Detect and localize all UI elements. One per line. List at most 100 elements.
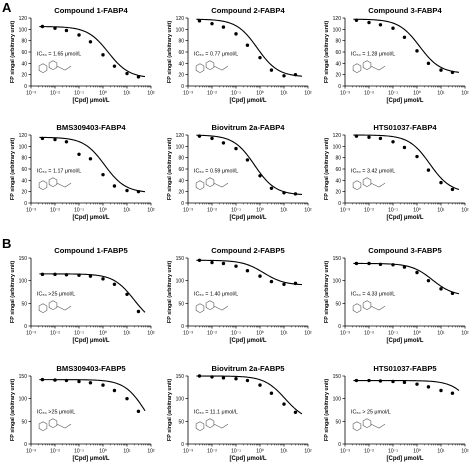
y-tick-label: 60: [178, 50, 184, 56]
y-tick-label: 150: [19, 374, 28, 380]
data-point: [136, 75, 141, 79]
x-tick-label: 10⁰: [256, 91, 264, 97]
data-point: [426, 278, 431, 283]
structure-sketch: [195, 177, 229, 191]
structure-sketch: [38, 418, 72, 432]
x-tick-label: 10⁻¹: [388, 331, 398, 337]
y-tick-label: 0: [181, 324, 184, 330]
data-point: [197, 374, 202, 378]
structure-bond: [64, 305, 72, 311]
structure-bond: [64, 65, 72, 71]
x-tick-label: 10⁻²: [364, 208, 374, 214]
data-point: [354, 378, 359, 383]
data-point: [354, 18, 359, 22]
data-point: [77, 273, 81, 277]
ic50-label: IC₅₀ = 0.77 μmol/L: [194, 51, 238, 57]
x-tick-label: 10⁻³: [26, 208, 36, 214]
structure-sketch: [195, 60, 229, 74]
chart-title: HTS01037-FABP4: [373, 123, 437, 132]
structure-ring: [38, 303, 48, 314]
x-tick-label: 10⁰: [413, 91, 421, 97]
x-axis-label: [Cpd] μmol/L: [73, 98, 110, 104]
x-tick-label: 10¹: [437, 208, 445, 214]
chart-panel-5: Biovitrum 2a-FABP4 0 20 40 60 80 100 120 10⁻³ 10⁻…: [167, 123, 312, 221]
y-tick-label: 0: [338, 442, 341, 448]
x-axis-label: [Cpd] μmol/L: [387, 215, 424, 221]
y-tick-label: 40: [335, 178, 341, 184]
y-tick-label: 80: [335, 39, 341, 45]
data-point: [245, 268, 250, 273]
fit-curve: [353, 134, 460, 191]
data-point: [221, 25, 226, 29]
panel-label-a: A: [2, 0, 12, 15]
data-point: [197, 19, 202, 23]
x-tick-label: 10¹: [123, 331, 131, 337]
data-point: [258, 174, 262, 178]
chart-title: BMS309403-FABP4: [56, 123, 126, 132]
structure-bond: [370, 182, 380, 188]
y-tick-label: 150: [333, 256, 342, 262]
x-tick-label: 10⁰: [413, 449, 421, 455]
data-point: [293, 410, 298, 414]
x-tick-label: 10⁰: [99, 208, 107, 214]
data-point: [40, 24, 45, 29]
structure-ring: [48, 300, 58, 311]
data-point: [125, 292, 129, 296]
y-tick-label: 100: [19, 27, 28, 33]
x-tick-label: 10²: [147, 331, 155, 337]
structure-bond: [213, 182, 223, 188]
x-tick-label: 10⁻²: [364, 449, 374, 455]
chart-panel-7: Compound 1-FABP5 0 50 100 150 10⁻³ 10⁻² 10⁻¹ 10⁰…: [10, 246, 155, 344]
data-point: [415, 270, 419, 275]
structure-sketch: [38, 300, 72, 314]
y-tick-label: 80: [178, 39, 184, 45]
ic50-label: IC₅₀ = 3.42 μmol/L: [351, 168, 395, 174]
data-point: [439, 68, 443, 72]
chart-title: Compound 1-FABP4: [54, 6, 128, 15]
x-tick-label: 10⁻²: [50, 449, 60, 455]
x-tick-label: 10⁻²: [207, 91, 217, 97]
chart-title: Biovitrum 2a-FABP5: [211, 364, 285, 373]
data-point: [367, 135, 371, 139]
structure-sketch: [352, 300, 386, 314]
fit-curve: [196, 18, 303, 77]
y-tick-label: 50: [178, 301, 184, 307]
data-point: [378, 379, 383, 383]
x-tick-label: 10²: [147, 449, 155, 455]
structure-bond: [370, 65, 380, 71]
data-point: [40, 272, 45, 277]
x-tick-label: 10⁻¹: [231, 91, 241, 97]
y-axis-label: FP singal (arbitrary unit): [324, 138, 330, 200]
y-tick-label: 50: [335, 301, 341, 307]
y-tick-label: 120: [333, 133, 342, 139]
data-point: [450, 291, 455, 296]
ic50-label: IC₅₀ = 1.65 μmol/L: [37, 51, 81, 57]
structure-ring: [352, 303, 362, 314]
data-point: [269, 391, 274, 395]
y-tick-label: 60: [21, 50, 27, 56]
x-tick-label: 10¹: [280, 449, 288, 455]
x-tick-label: 10⁻²: [207, 331, 217, 337]
structure-sketch: [38, 60, 72, 74]
data-point: [210, 260, 214, 265]
data-point: [64, 273, 69, 277]
x-tick-label: 10⁻³: [340, 91, 350, 97]
chart-panel-6: HTS01037-FABP4 0 20 40 60 80 100 120 10⁻³ 10⁻² 10⁻…: [324, 123, 469, 221]
chart-title: HTS01037-FABP5: [373, 364, 437, 373]
data-point: [234, 377, 238, 381]
x-tick-label: 10⁻³: [26, 331, 36, 337]
x-tick-label: 10²: [304, 331, 312, 337]
structure-bond: [378, 423, 386, 429]
x-tick-label: 10²: [461, 208, 469, 214]
structure-ring: [48, 177, 58, 188]
x-tick-label: 10⁰: [99, 91, 107, 97]
x-tick-label: 10²: [461, 331, 469, 337]
x-tick-label: 10⁻²: [50, 331, 60, 337]
data-point: [53, 137, 57, 142]
chart-title: Compound 1-FABP5: [54, 246, 128, 255]
chart-title: BMS309403-FABP5: [56, 364, 126, 373]
chart-title: Compound 2-FABP5: [211, 246, 285, 255]
y-tick-label: 0: [24, 442, 27, 448]
x-tick-label: 10⁻¹: [388, 449, 398, 455]
y-axis-label: FP singal (arbitrary unit): [167, 379, 173, 441]
